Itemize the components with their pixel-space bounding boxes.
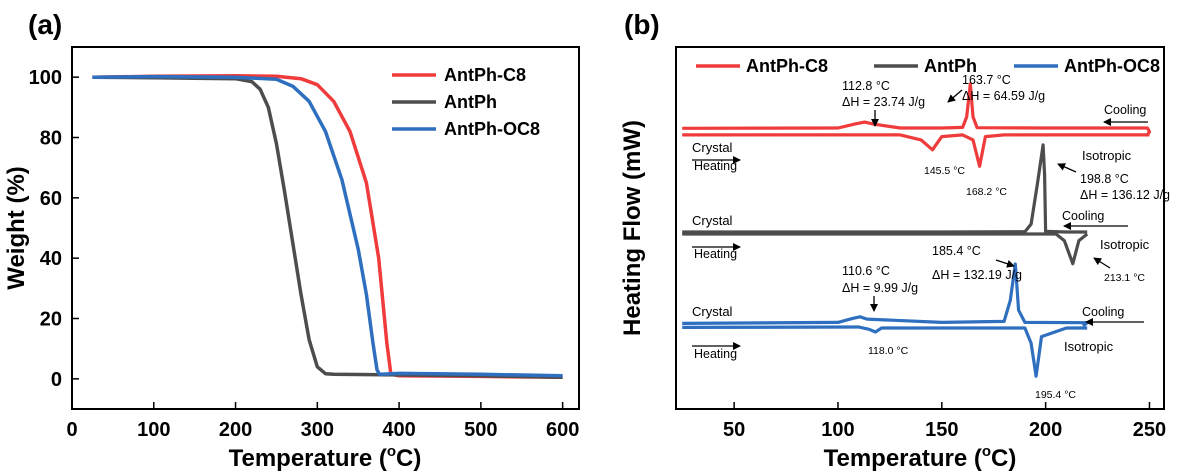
c8-exo-temp: 112.8 °C (842, 79, 890, 93)
crystal-label-3: Crystal (692, 304, 733, 319)
y-tick-label-20: 20 (40, 309, 62, 331)
legend-label-antph-c8: AntPh-C8 (746, 56, 828, 76)
x-tick-label-50: 50 (723, 419, 745, 441)
ph-endo-arrow (1093, 257, 1111, 269)
panel-a-ticks: 0 100 200 300 400 500 600 0 20 40 60 80 100 (29, 67, 580, 441)
series-line-antph-oc8-heating (682, 325, 1088, 378)
y-tick-label-60: 60 (40, 188, 62, 210)
isotropic-label-2: Isotropic (1100, 237, 1150, 252)
crystal-label-2: Crystal (692, 213, 733, 228)
cooling-label-2: Cooling (1062, 209, 1104, 223)
panel-b-y-axis-title: Heating Flow (mW) (619, 120, 646, 336)
panel-b-arrows (692, 89, 1148, 350)
cooling-label-1: Cooling (1104, 103, 1146, 117)
series-line-antph-heating (682, 232, 1089, 266)
c8-endo2-temp: 168.2 °C (966, 186, 1007, 198)
panel-b-annotations: Crystal Crystal Crystal Heating Heating … (692, 73, 1170, 401)
y-tick-label-80: 80 (40, 128, 62, 150)
c8-endo1-temp: 145.5 °C (924, 165, 965, 177)
oc8-peak-dh: ΔH = 132.19 J/g (932, 268, 1022, 282)
ph-peak-dh: ΔH = 136.12 J/g (1080, 188, 1170, 202)
oc8-exo-temp: 110.6 °C (842, 264, 890, 278)
panel-b-label: (b) (624, 9, 660, 40)
x-tick-label-150: 150 (925, 419, 958, 441)
isotropic-label-3: Isotropic (1064, 339, 1114, 354)
panel-a-legend: AntPh-C8 AntPh AntPh-OC8 (392, 65, 540, 139)
panel-a-x-axis-title: Temperature (oC) (229, 443, 422, 472)
cooling-label-3: Cooling (1082, 305, 1124, 319)
panel-b-ticks: 50 100 150 200 250 (723, 402, 1166, 441)
legend-label-antph: AntPh (924, 56, 977, 76)
c8-peak-arrow (947, 89, 963, 103)
c8-peak-dh: ΔH = 64.59 J/g (962, 89, 1045, 103)
oc8-peak-arrow (995, 259, 1015, 268)
legend-label-antph-oc8: AntPh-OC8 (444, 119, 540, 139)
oc8-peak-temp: 185.4 °C (932, 244, 981, 258)
c8-exo-dh: ΔH = 23.74 J/g (842, 95, 925, 109)
isotropic-label-1: Isotropic (1082, 148, 1132, 163)
oc8-endo2-temp: 195.4 °C (1035, 389, 1076, 401)
c8-peak-temp: 163.7 °C (962, 73, 1011, 87)
ph-peak-temp: 198.8 °C (1080, 172, 1129, 186)
crystal-label-1: Crystal (692, 140, 733, 155)
heating-label-2: Heating (694, 247, 737, 261)
panel-a-label: (a) (28, 9, 62, 40)
x-tick-label-100: 100 (821, 419, 854, 441)
x-tick-label-0: 0 (66, 419, 77, 441)
x-tick-label-200: 200 (1029, 419, 1062, 441)
series-line-antph (92, 75, 563, 380)
panel-b-series (682, 82, 1152, 378)
series-line-antph-c8-heating (682, 133, 1150, 168)
ph-endo-temp: 213.1 °C (1104, 272, 1145, 284)
x-tick-label-500: 500 (464, 419, 497, 441)
legend-label-antph-oc8: AntPh-OC8 (1064, 56, 1160, 76)
oc8-endo1-temp: 118.0 °C (868, 345, 909, 357)
y-tick-label-0: 0 (51, 369, 62, 391)
panel-a-y-axis-title: Weight (%) (3, 166, 30, 290)
panel-a-series (92, 73, 563, 380)
heating-label-1: Heating (694, 159, 737, 173)
ph-peak-arrow (1057, 163, 1077, 173)
legend-label-antph: AntPh (444, 92, 497, 112)
x-tick-label-250: 250 (1133, 419, 1166, 441)
x-tick-label-200: 200 (219, 419, 252, 441)
series-line-antph-oc8 (92, 74, 563, 378)
series-line-antph-cooling (682, 143, 1088, 234)
panel-b: (b) 50 100 150 200 250 Temperature (oC) Heat… (619, 9, 1170, 472)
panel-a: (a) 0 100 200 300 400 500 600 0 20 40 60 80 100 Temp… (3, 9, 580, 472)
y-tick-label-40: 40 (40, 248, 62, 270)
x-tick-label-600: 600 (546, 419, 579, 441)
panel-b-x-axis-title: Temperature (oC) (824, 443, 1017, 472)
x-tick-label-100: 100 (137, 419, 170, 441)
panel-b-legend: AntPh-C8 AntPh AntPh-OC8 (696, 56, 1160, 76)
oc8-exo-dh: ΔH = 9.99 J/g (842, 281, 918, 295)
heating-label-3: Heating (694, 347, 737, 361)
panel-b-frame (675, 46, 1165, 410)
x-tick-label-300: 300 (301, 419, 334, 441)
series-line-antph-c8-cooling (682, 82, 1152, 136)
x-tick-label-400: 400 (382, 419, 415, 441)
y-tick-label-100: 100 (29, 67, 62, 89)
panel-a-frame (71, 46, 580, 410)
legend-label-antph-c8: AntPh-C8 (444, 65, 526, 85)
series-line-antph-oc8-cooling (682, 262, 1089, 328)
